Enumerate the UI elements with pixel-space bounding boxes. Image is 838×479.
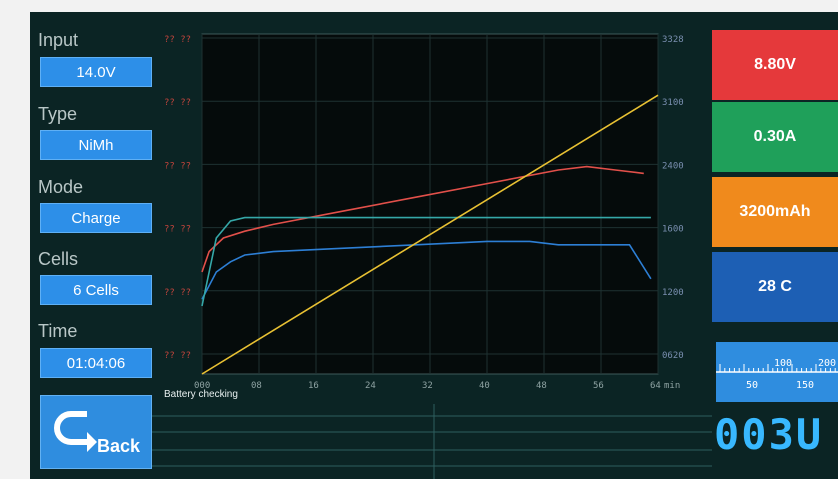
left-tick-label: ?? ?? <box>164 98 191 108</box>
left-tick-label: ?? ?? <box>164 35 191 45</box>
x-tick-label: 40 <box>479 381 490 391</box>
x-unit-label: min <box>664 381 680 391</box>
cells-value[interactable]: 6 Cells <box>40 275 152 305</box>
input-label: Input <box>38 30 79 50</box>
left-tick-label: ?? ?? <box>164 351 191 361</box>
time-label: Time <box>38 321 78 341</box>
time-value: 01:04:06 <box>40 348 152 378</box>
mode-label: Mode <box>38 177 84 197</box>
x-tick-label: 32 <box>422 381 433 391</box>
x-tick-label: 24 <box>365 381 376 391</box>
mode-value[interactable]: Charge <box>40 203 152 233</box>
input-value[interactable]: 14.0V <box>40 57 152 87</box>
current-readout: 0.30A <box>712 102 838 172</box>
left-tick-label: ?? ?? <box>164 288 191 298</box>
back-label: Back <box>97 436 141 456</box>
right-tick-label: 3328 <box>662 35 684 45</box>
x-tick-label: 08 <box>251 381 262 391</box>
x-tick-label: 000 <box>194 381 210 391</box>
charge-chart: 000 08 16 24 32 40 48 56 64 min 3328 ?? ?? 3100 ?? ??… <box>152 18 712 398</box>
back-button[interactable]: Back <box>40 395 152 469</box>
right-tick-label: 1200 <box>662 288 684 298</box>
right-tick-label: 2400 <box>662 161 684 171</box>
charger-screen: Input 14.0V Type NiMh Mode Charge Cells … <box>30 12 838 479</box>
gauge-ticks: 100 200 50 150 <box>716 358 838 391</box>
voltage-readout: 8.80V <box>712 30 838 100</box>
back-arrow-icon <box>54 411 97 452</box>
x-tick-label: 48 <box>536 381 547 391</box>
capacity-series-line <box>201 94 659 375</box>
cells-label: Cells <box>38 249 79 269</box>
temperature-series-line <box>201 216 651 307</box>
x-tick-label: 64 <box>650 381 661 391</box>
temperature-readout: 28 C <box>712 252 838 322</box>
gauge-tick-label: 200 <box>818 358 836 369</box>
current-series-line <box>201 240 652 300</box>
counter-display: 003U <box>714 410 824 459</box>
gauge-scale[interactable]: 100 200 50 150 <box>716 342 838 402</box>
gauge-tick-label: 150 <box>796 380 814 391</box>
x-tick-label: 56 <box>593 381 604 391</box>
right-tick-label: 1600 <box>662 225 684 235</box>
status-trace <box>152 404 712 479</box>
charge-chart-svg: 000 08 16 24 32 40 48 56 64 min 3328 ?? ?? 3100 ?? ??… <box>164 33 684 391</box>
x-tick-label: 16 <box>308 381 319 391</box>
left-tick-label: ?? ?? <box>164 161 191 171</box>
voltage-series-line <box>201 165 644 273</box>
right-tick-label: 3100 <box>662 98 684 108</box>
right-tick-label: 0620 <box>662 351 684 361</box>
gauge-tick-label: 50 <box>746 380 758 391</box>
status-message: Battery checking <box>164 389 238 400</box>
gauge-tick-label: 100 <box>774 358 792 369</box>
capacity-readout: 3200mAh <box>712 177 838 247</box>
left-tick-label: ?? ?? <box>164 225 191 235</box>
type-label: Type <box>38 104 78 124</box>
type-value[interactable]: NiMh <box>40 130 152 160</box>
